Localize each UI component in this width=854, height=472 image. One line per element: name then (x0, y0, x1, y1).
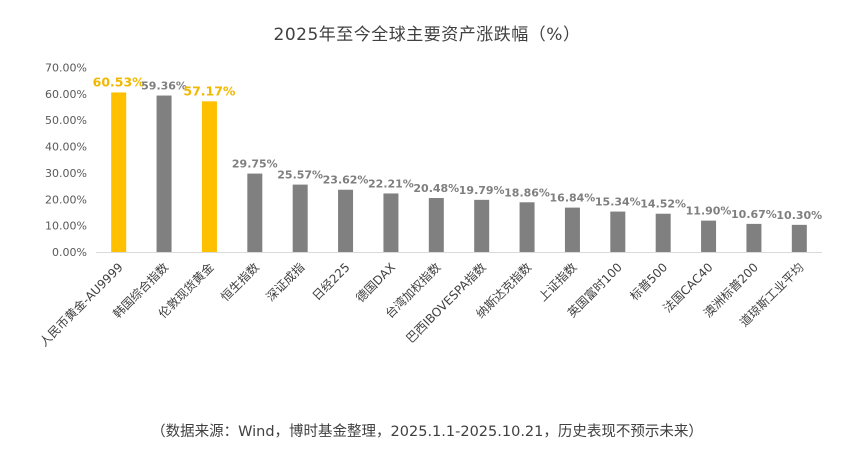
data-label: 57.17% (183, 83, 236, 98)
bar (701, 220, 717, 252)
bar (519, 202, 535, 252)
data-label: 10.67% (731, 208, 777, 221)
bar (338, 189, 354, 252)
x-tick-label: 人民币黄金-AU9999 (36, 260, 126, 350)
data-label: 16.84% (550, 192, 596, 205)
y-tick-label: 40.00% (45, 141, 87, 154)
bar (564, 207, 580, 252)
x-tick-label: 恒生指数 (217, 260, 262, 305)
data-label: 19.79% (459, 184, 505, 197)
x-tick-label: 标普500 (627, 260, 670, 303)
chart-title: 2025年至今全球主要资产涨跌幅（%） (273, 25, 581, 45)
data-label: 15.34% (595, 196, 641, 209)
data-label: 60.53% (93, 74, 146, 89)
y-tick-label: 10.00% (45, 220, 87, 233)
data-label: 10.30% (776, 209, 822, 222)
bars (111, 92, 807, 253)
footnote: （数据来源：Wind，博时基金整理，2025.1.1-2025.10.21，历史… (151, 424, 703, 440)
bar (111, 92, 127, 253)
x-tick-label: 日经225 (310, 260, 353, 303)
y-tick-label: 60.00% (45, 88, 87, 101)
y-tick-label: 0.00% (52, 246, 87, 259)
y-tick-label: 50.00% (45, 114, 87, 127)
data-label: 11.90% (686, 205, 732, 218)
bar (474, 199, 490, 252)
data-label: 25.57% (277, 169, 323, 182)
bar (383, 193, 399, 252)
y-tick-label: 70.00% (45, 62, 87, 75)
y-tick-label: 30.00% (45, 167, 87, 180)
bar (428, 198, 444, 252)
x-tick-label: 上证指数 (535, 260, 580, 305)
data-label: 20.48% (413, 182, 459, 195)
value-labels: 60.53%59.36%57.17% 29.75%25.57% 23.62% 22.2… (93, 74, 823, 221)
x-tick-label: 巴西IBOVESPA指数 (403, 260, 489, 346)
y-axis: 0.00% 10.00% 20.00% 30.00% 40.00% 50.00% 60.00… (45, 62, 87, 260)
bar (247, 173, 263, 252)
y-tick-label: 20.00% (45, 193, 87, 206)
data-label: 22.21% (368, 177, 414, 190)
data-label: 29.75% (232, 158, 278, 171)
bar (201, 101, 217, 252)
bar (746, 223, 762, 252)
data-label: 59.36% (141, 80, 187, 93)
bar (292, 184, 308, 252)
data-label: 23.62% (323, 174, 369, 187)
bar (655, 213, 671, 252)
data-label: 18.86% (504, 186, 550, 199)
bar (610, 211, 626, 252)
bar (156, 95, 172, 252)
x-tick-label: 德国DAX (352, 260, 398, 306)
data-label: 14.52% (640, 198, 686, 211)
x-tick-label: 深证成指 (263, 260, 308, 305)
bar (791, 224, 807, 252)
